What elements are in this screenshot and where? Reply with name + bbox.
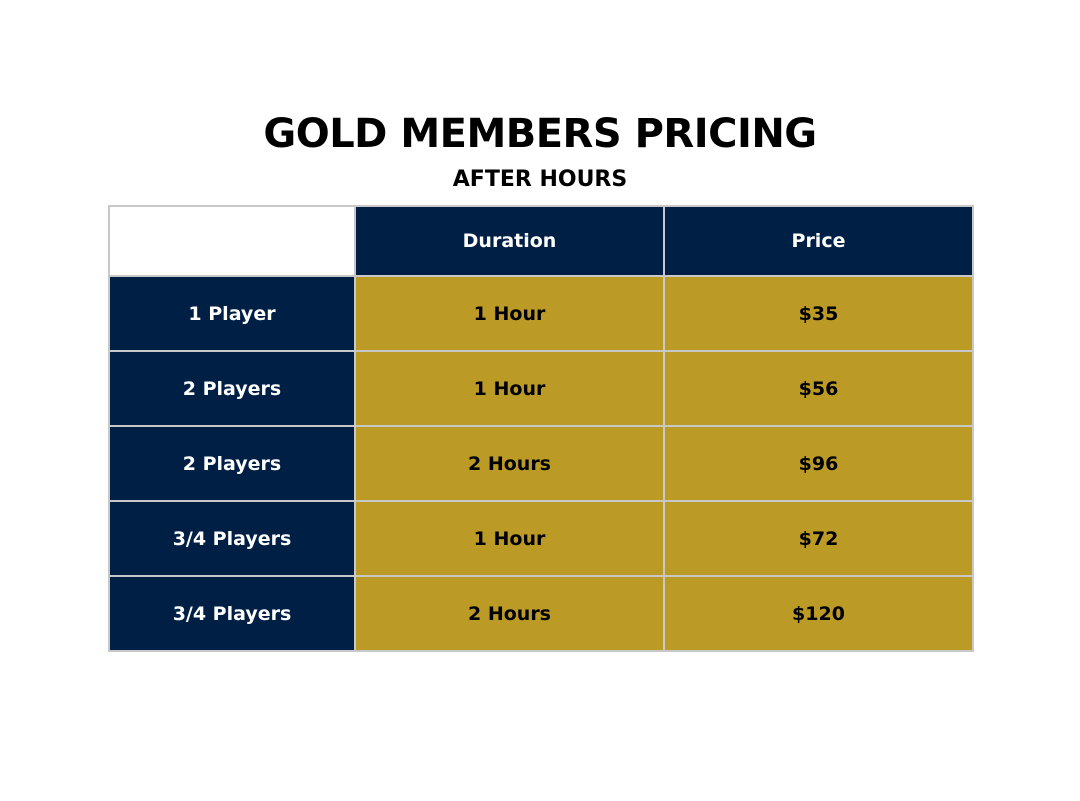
page-subtitle: AFTER HOURS xyxy=(452,167,628,192)
column-header-duration: Duration xyxy=(354,205,665,277)
players-cell: 3/4 Players xyxy=(108,500,356,577)
table-row: 2 Players 1 Hour $56 xyxy=(108,350,974,427)
duration-cell: 1 Hour xyxy=(354,500,665,577)
price-cell: $72 xyxy=(663,500,974,577)
players-cell: 3/4 Players xyxy=(108,575,356,652)
duration-cell: 1 Hour xyxy=(354,275,665,352)
table-row: 2 Players 2 Hours $96 xyxy=(108,425,974,502)
duration-cell: 2 Hours xyxy=(354,425,665,502)
duration-cell: 2 Hours xyxy=(354,575,665,652)
price-cell: $35 xyxy=(663,275,974,352)
players-cell: 2 Players xyxy=(108,350,356,427)
table-row: 3/4 Players 2 Hours $120 xyxy=(108,575,974,652)
players-cell: 1 Player xyxy=(108,275,356,352)
price-cell: $56 xyxy=(663,350,974,427)
table-header-row: Duration Price xyxy=(108,205,974,277)
header-corner-cell xyxy=(108,205,356,277)
price-cell: $120 xyxy=(663,575,974,652)
table-row: 1 Player 1 Hour $35 xyxy=(108,275,974,352)
table-row: 3/4 Players 1 Hour $72 xyxy=(108,500,974,577)
price-cell: $96 xyxy=(663,425,974,502)
page-title: GOLD MEMBERS PRICING xyxy=(263,111,817,157)
duration-cell: 1 Hour xyxy=(354,350,665,427)
column-header-price: Price xyxy=(663,205,974,277)
pricing-table: Duration Price 1 Player 1 Hour $35 2 Pla… xyxy=(108,205,974,652)
players-cell: 2 Players xyxy=(108,425,356,502)
